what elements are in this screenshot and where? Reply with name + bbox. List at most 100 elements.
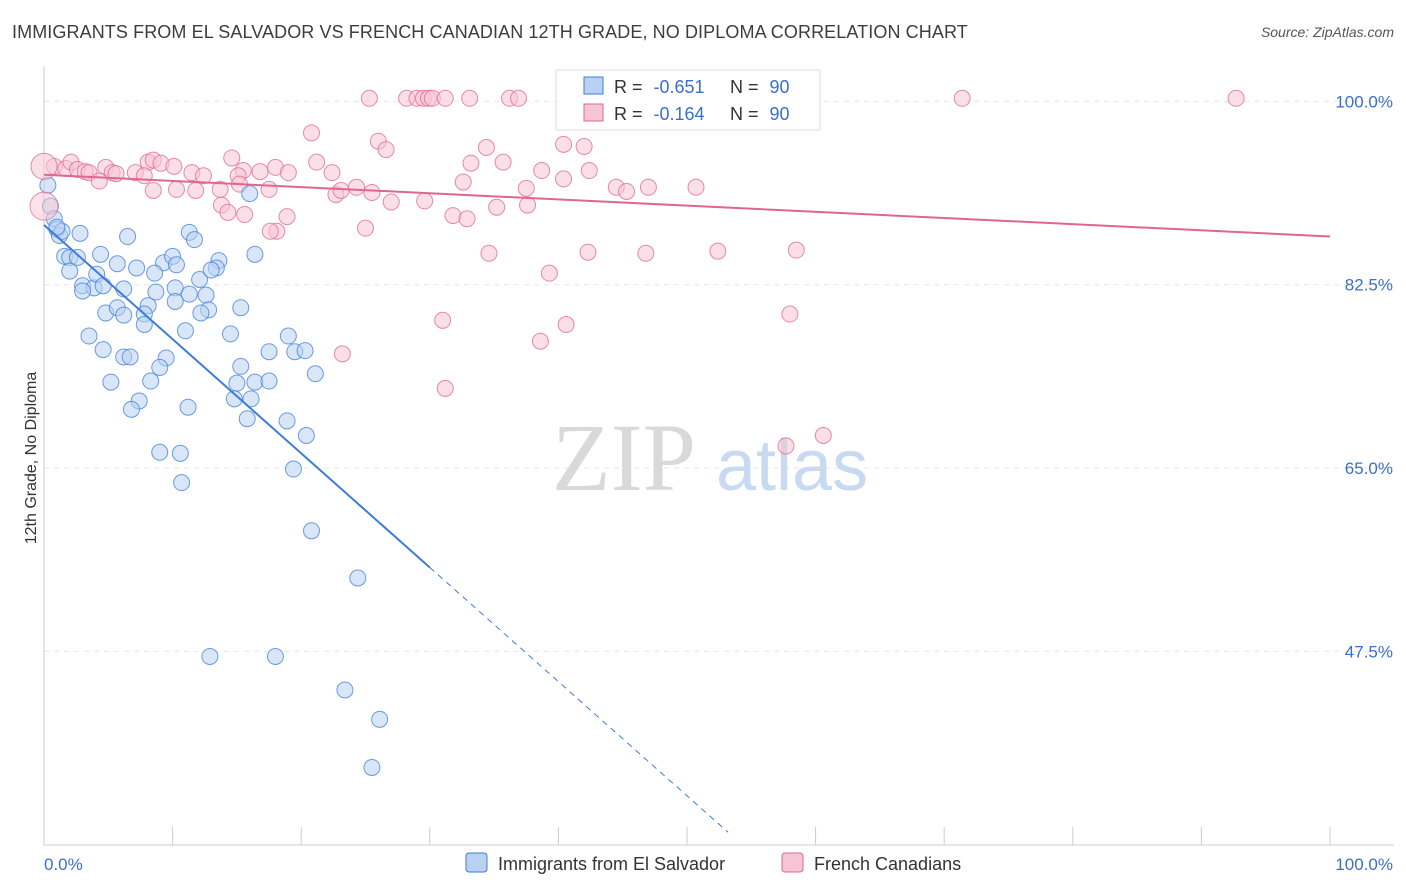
legend-n-value-2: 90	[770, 104, 790, 124]
point-el-salvador-26	[94, 277, 112, 295]
trend-line-el-salvador	[43, 224, 431, 569]
point-french-canadians-36	[165, 157, 183, 175]
svg-text:R = -0.651: R = -0.651	[614, 77, 705, 97]
point-french-canadians-46	[462, 154, 480, 172]
point-french-canadians-54	[167, 180, 185, 198]
point-french-canadians-20	[477, 139, 495, 156]
point-el-salvador-43	[232, 299, 250, 317]
point-french-canadians-7	[461, 89, 479, 107]
point-french-canadians-16	[1227, 89, 1245, 107]
point-french-canadians-87	[787, 241, 805, 259]
point-french-canadians-92	[781, 305, 799, 323]
point-french-canadians-large	[30, 152, 58, 180]
point-el-salvador-77	[302, 522, 320, 540]
point-el-salvador-10	[68, 248, 86, 266]
point-french-canadians-15	[953, 89, 971, 107]
point-el-salvador-21	[246, 245, 264, 263]
point-french-canadians-82	[458, 210, 476, 228]
point-french-canadians-89	[434, 311, 452, 329]
point-el-salvador-68	[122, 400, 140, 418]
point-el-salvador-54	[232, 357, 250, 375]
point-el-salvador-30	[191, 270, 209, 288]
point-el-salvador-62	[228, 374, 246, 392]
series-legend: Immigrants from El Salvador French Canad…	[465, 852, 961, 874]
point-el-salvador-47	[221, 325, 239, 343]
point-french-canadians-17	[302, 124, 320, 142]
svg-text:R = -0.164: R = -0.164	[614, 104, 705, 124]
x-tick-labels: 0.0% 100.0%	[44, 855, 1393, 874]
point-el-salvador-18	[185, 231, 203, 249]
watermark-atlas: atlas	[716, 426, 868, 506]
point-french-canadians-63	[363, 184, 381, 202]
point-french-canadians-91	[557, 315, 575, 333]
chart-title: IMMIGRANTS FROM EL SALVADOR VS FRENCH CA…	[12, 22, 968, 42]
point-el-salvador-13	[128, 259, 146, 277]
point-french-canadians-85	[637, 244, 655, 262]
x-tick-label-1: 100.0%	[1335, 855, 1393, 874]
point-el-salvador-53	[151, 358, 169, 376]
trend-lines	[43, 173, 1331, 833]
point-french-canadians-55	[187, 181, 205, 199]
point-french-canadians-62	[347, 178, 365, 196]
point-el-salvador-46	[176, 322, 194, 340]
point-el-salvador-59	[306, 365, 324, 383]
legend-n-label-1: N =	[730, 77, 759, 97]
point-french-canadians-21	[555, 135, 573, 153]
point-french-canadians-61	[332, 181, 350, 199]
x-tick-label-0: 0.0%	[44, 855, 83, 874]
point-french-canadians-large-2	[29, 191, 59, 221]
legend-r-value-1: -0.651	[654, 77, 705, 97]
y-tick-label-2: 82.5%	[1345, 276, 1393, 295]
trend-line-french-canadians	[43, 173, 1331, 238]
point-french-canadians-90	[531, 332, 549, 350]
point-el-salvador-70	[238, 410, 256, 428]
point-el-salvador-6	[71, 224, 89, 242]
point-el-salvador-60	[102, 373, 120, 391]
point-french-canadians-39	[223, 149, 241, 167]
point-el-salvador-81	[336, 681, 354, 699]
legend-label-french-canadians: French Canadians	[814, 854, 961, 874]
point-french-canadians-49	[555, 170, 573, 188]
point-french-canadians-44	[308, 153, 326, 171]
point-french-canadians-75	[236, 206, 254, 224]
point-el-salvador-72	[297, 427, 315, 445]
point-el-salvador-55	[260, 343, 278, 361]
point-el-salvador-48	[80, 327, 98, 345]
point-el-salvador-31	[202, 261, 220, 279]
point-el-salvador-11	[92, 245, 110, 263]
point-french-canadians-50	[580, 162, 598, 180]
point-el-salvador-35	[115, 306, 133, 324]
point-el-salvador-56	[279, 327, 297, 345]
point-el-salvador-37	[147, 283, 165, 301]
watermark-zip: ZIP	[552, 404, 696, 511]
point-french-canadians-6	[436, 89, 454, 107]
point-french-canadians-86	[709, 242, 727, 260]
point-french-canadians-94	[333, 345, 351, 363]
legend-r-value-2: -0.164	[654, 104, 705, 124]
legend-marker-french-canadians	[781, 852, 804, 873]
legend-swatch-pink	[583, 103, 604, 122]
point-el-salvador-80	[266, 647, 284, 665]
point-el-salvador-78	[349, 569, 367, 587]
point-french-canadians-47	[494, 153, 512, 171]
point-french-canadians-52	[135, 167, 153, 185]
point-french-canadians-79	[488, 198, 506, 216]
legend-marker-el-salvador	[465, 852, 488, 873]
point-french-canadians-88	[540, 264, 558, 282]
watermark: ZIP atlas	[552, 404, 868, 511]
point-french-canadians-65	[416, 192, 434, 210]
point-french-canadians-22	[575, 137, 593, 155]
point-french-canadians-96	[814, 427, 832, 445]
point-el-salvador-66	[225, 390, 243, 408]
point-el-salvador-12	[108, 255, 126, 273]
point-el-salvador-74	[171, 444, 189, 462]
point-el-salvador-73	[151, 443, 169, 461]
point-el-salvador-39	[180, 285, 198, 303]
legend-r-label-2: R =	[614, 104, 643, 124]
point-french-canadians-66	[454, 173, 472, 191]
point-french-canadians-93	[436, 379, 454, 397]
point-el-salvador-38	[166, 292, 184, 310]
svg-text:N = 90: N = 90	[730, 77, 790, 97]
y-tick-label-0: 47.5%	[1345, 642, 1393, 661]
point-el-salvador-16	[167, 256, 185, 274]
